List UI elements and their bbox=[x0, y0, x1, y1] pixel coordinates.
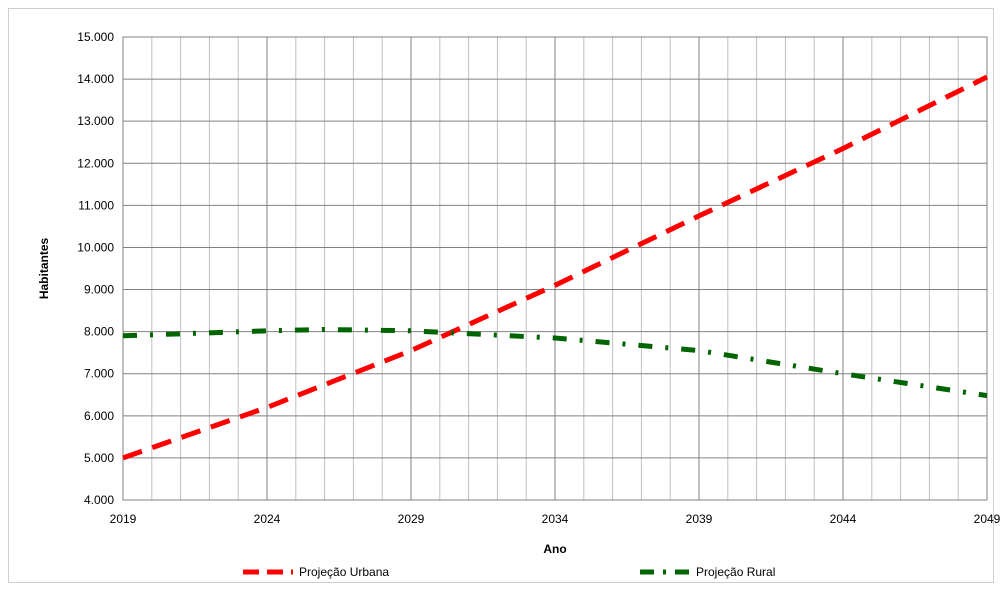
y-axis-ticks: 4.000 5.000 6.000 7.000 8.000 9.000 10.000 11.0… bbox=[77, 30, 114, 507]
x-axis-title: Ano bbox=[543, 542, 566, 556]
y-tick-label: 5.000 bbox=[84, 451, 114, 465]
y-tick-label: 15.000 bbox=[77, 30, 114, 44]
legend: Projeção Urbana Projeção Rural bbox=[243, 565, 775, 579]
grid-minor bbox=[151, 37, 959, 500]
x-tick-label: 2034 bbox=[542, 512, 569, 526]
x-tick-label: 2049 bbox=[974, 512, 1001, 526]
x-tick-label: 2029 bbox=[398, 512, 425, 526]
y-tick-label: 4.000 bbox=[84, 493, 114, 507]
y-axis-title: Habitantes bbox=[37, 238, 51, 300]
y-tick-label: 9.000 bbox=[84, 283, 114, 297]
series-line-1 bbox=[122, 326, 988, 399]
x-tick-label: 2044 bbox=[830, 512, 857, 526]
y-tick-label: 6.000 bbox=[84, 409, 114, 423]
chart-frame bbox=[8, 8, 994, 583]
y-tick-label: 10.000 bbox=[77, 240, 114, 254]
y-tick-label: 13.000 bbox=[77, 114, 114, 128]
series-line-0 bbox=[122, 74, 989, 461]
y-tick-label: 11.000 bbox=[78, 198, 114, 212]
x-tick-label: 2024 bbox=[254, 512, 281, 526]
x-tick-label: 2039 bbox=[686, 512, 713, 526]
y-tick-label: 14.000 bbox=[77, 72, 114, 86]
legend-label: Projeção Rural bbox=[696, 565, 775, 579]
y-tick-label: 8.000 bbox=[84, 325, 114, 339]
x-tick-label: 2019 bbox=[110, 512, 137, 526]
plot-area bbox=[122, 36, 988, 501]
legend-label: Projeção Urbana bbox=[299, 565, 389, 579]
y-tick-label: 7.000 bbox=[84, 367, 114, 381]
grid-major bbox=[123, 37, 987, 500]
x-axis-ticks: 2019 2024 2029 2034 2039 2044 2049 bbox=[110, 512, 1001, 526]
y-tick-label: 12.000 bbox=[77, 156, 114, 170]
series-layer bbox=[122, 74, 989, 461]
